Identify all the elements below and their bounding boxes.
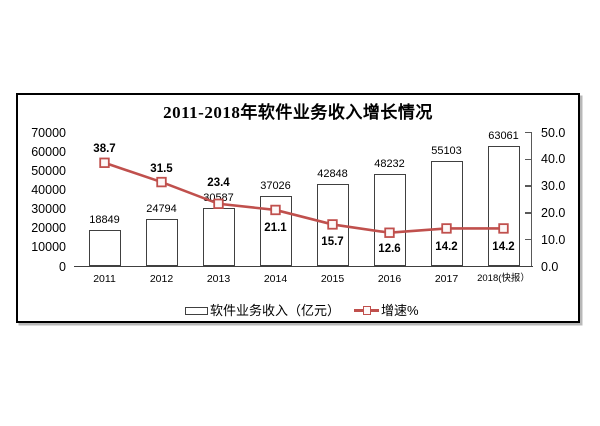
y-axis-right-tick-label: 30.0 [541, 179, 566, 194]
x-axis-tick-label: 2016 [377, 273, 402, 285]
growth-value-label: 31.5 [150, 163, 173, 176]
y-axis-left-tick-label: 20000 [31, 221, 66, 236]
revenue-bar [316, 184, 349, 267]
x-axis-tick-label: 2018(快报） [477, 273, 530, 284]
y-axis-left-tick-label: 70000 [31, 125, 66, 140]
x-axis-tick-label: 2017 [434, 273, 459, 285]
y-axis-left-tick-label: 0 [59, 259, 66, 274]
x-axis-tick-label: 2015 [320, 273, 345, 285]
legend-label-revenue: 软件业务收入（亿元） [210, 302, 341, 318]
bar-value-label: 42848 [317, 168, 348, 181]
growth-value-label: 15.7 [321, 236, 344, 249]
y-axis-right-tick-mark [525, 239, 531, 241]
growth-value-label: 14.2 [435, 241, 458, 254]
y-axis-right-tick-label: 10.0 [541, 232, 566, 247]
x-axis-tick-label: 2013 [206, 273, 231, 285]
chart-title: 2011-2018年软件业务收入增长情况 [163, 103, 433, 122]
y-axis-right-tick-label: 50.0 [541, 125, 566, 140]
revenue-bar [202, 207, 235, 267]
y-axis-right-tick-label: 0.0 [541, 259, 559, 274]
right-y-axis-line [530, 132, 532, 267]
y-axis-left-tick-label: 10000 [31, 240, 66, 255]
bar-value-label: 48232 [374, 158, 405, 171]
x-axis-line [74, 265, 533, 268]
legend-label-growth: 增速% [381, 302, 419, 318]
growth-value-label: 12.6 [378, 242, 401, 255]
growth-value-label: 23.4 [207, 176, 230, 189]
y-axis-right-tick-mark [525, 131, 531, 134]
bar-value-label: 55103 [431, 145, 462, 158]
y-axis-right-tick-mark [525, 158, 531, 160]
y-axis-left-tick-label: 30000 [31, 202, 66, 217]
x-axis-tick-label: 2012 [149, 273, 174, 285]
y-axis-right-tick-mark [525, 185, 531, 187]
y-axis-right-tick-label: 20.0 [541, 205, 566, 220]
bar-value-label: 24794 [146, 203, 177, 216]
revenue-bar [88, 230, 121, 267]
growth-value-label: 21.1 [264, 221, 287, 234]
growth-value-label: 38.7 [93, 142, 116, 155]
x-axis-tick-label: 2014 [263, 273, 288, 285]
y-axis-right-tick-mark [525, 212, 531, 214]
bar-value-label: 63061 [488, 129, 519, 142]
bar-value-label: 30587 [203, 191, 234, 204]
bar-value-label: 37026 [260, 179, 291, 192]
revenue-bar [145, 219, 178, 267]
legend-bar-swatch [185, 306, 208, 315]
x-axis-tick-label: 2011 [93, 273, 116, 285]
growth-value-label: 14.2 [492, 241, 515, 254]
y-axis-left-tick-label: 60000 [31, 144, 66, 159]
legend-line-marker-icon [362, 306, 371, 315]
y-axis-left-tick-label: 40000 [31, 182, 66, 197]
bar-value-label: 18849 [89, 214, 120, 227]
y-axis-left-tick-label: 50000 [31, 163, 66, 178]
y-axis-right-tick-label: 40.0 [541, 152, 566, 167]
